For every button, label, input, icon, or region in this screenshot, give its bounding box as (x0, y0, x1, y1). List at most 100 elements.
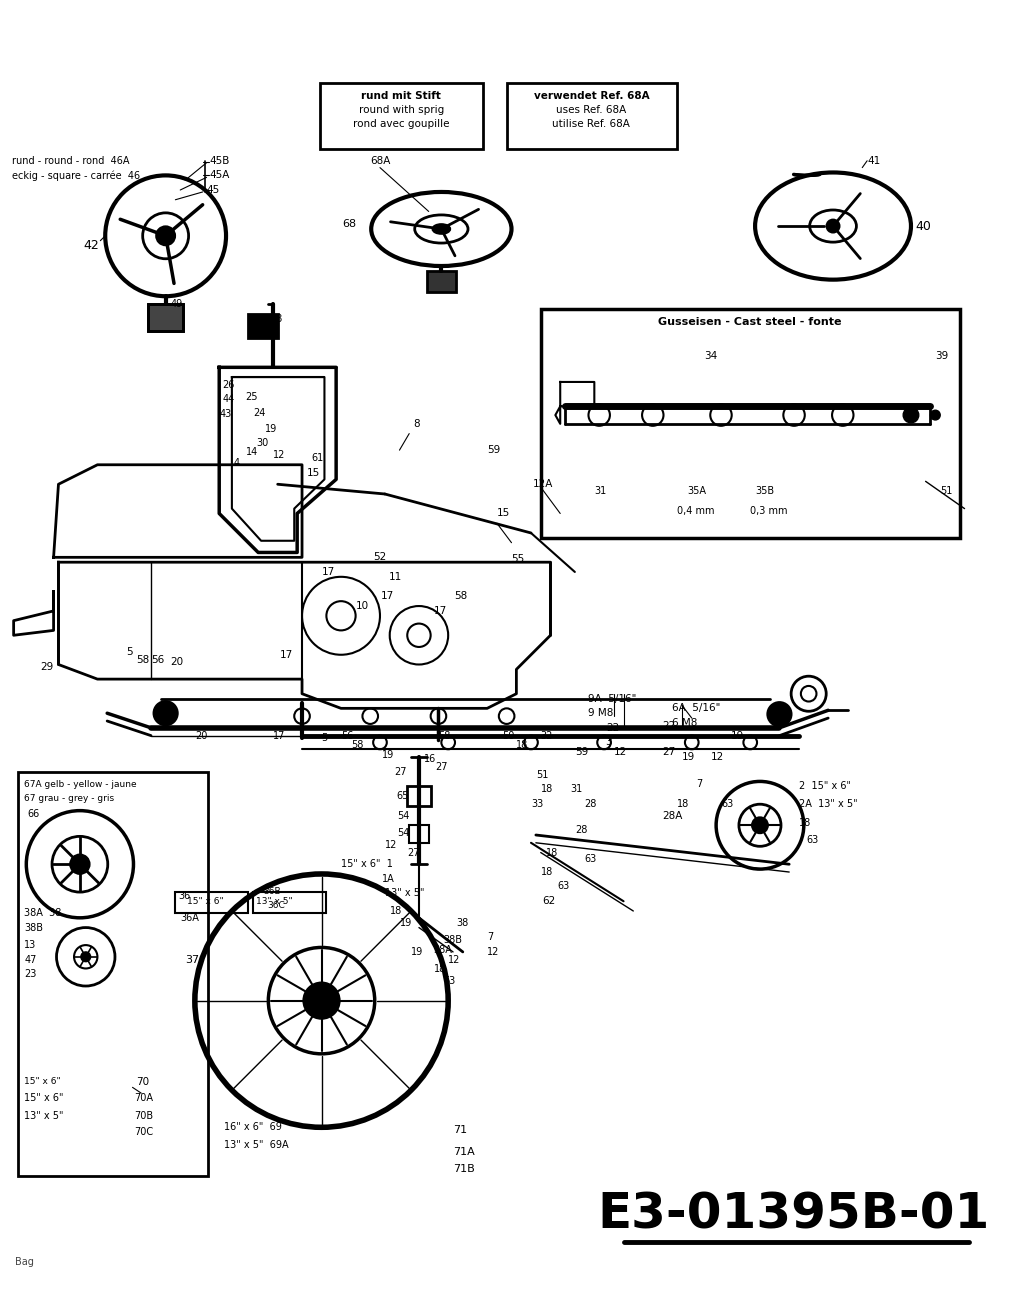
Text: 1A: 1A (382, 874, 394, 884)
Text: 17: 17 (322, 567, 334, 577)
Bar (408, 786, 430, 806)
Text: 48: 48 (270, 314, 283, 324)
Text: 63: 63 (807, 835, 819, 844)
Text: 37: 37 (185, 955, 199, 964)
Text: 18: 18 (541, 784, 553, 794)
Text: 63: 63 (584, 855, 596, 865)
Text: 68: 68 (343, 219, 357, 229)
Text: 71: 71 (453, 1126, 467, 1135)
Text: 12: 12 (272, 451, 285, 460)
Text: 54: 54 (397, 811, 410, 821)
Bar (320, 83, 483, 148)
Text: 23: 23 (25, 970, 37, 980)
Text: 17: 17 (272, 731, 285, 741)
Text: uses Ref. 68A: uses Ref. 68A (556, 105, 626, 115)
Text: 67A gelb - yellow - jaune: 67A gelb - yellow - jaune (25, 780, 137, 789)
Text: 15" x 6": 15" x 6" (25, 1077, 61, 1086)
Text: 0,3 mm: 0,3 mm (750, 506, 787, 515)
Text: 8: 8 (414, 418, 420, 429)
Text: 51: 51 (536, 769, 548, 780)
Text: 15" x 6"  1: 15" x 6" 1 (341, 860, 393, 869)
Text: 38A: 38A (433, 945, 452, 955)
Text: 62: 62 (543, 896, 556, 906)
Text: Gusseisen - Cast steel - fonte: Gusseisen - Cast steel - fonte (658, 316, 842, 327)
Circle shape (303, 982, 340, 1019)
Text: 51: 51 (940, 487, 953, 496)
Text: 36B: 36B (263, 887, 281, 896)
Text: 27: 27 (408, 847, 420, 857)
Text: 7: 7 (487, 932, 493, 942)
Text: Bag: Bag (14, 1256, 33, 1266)
Text: 16" x 6"  69: 16" x 6" 69 (224, 1122, 282, 1132)
Circle shape (154, 701, 178, 726)
Bar (541, 309, 960, 538)
Text: 19: 19 (682, 753, 696, 762)
Text: 15: 15 (496, 509, 510, 519)
Text: 45B: 45B (209, 156, 230, 165)
Text: rund - round - rond  46A: rund - round - rond 46A (11, 156, 129, 165)
Text: 12: 12 (448, 955, 460, 964)
Text: 38A  38: 38A 38 (25, 908, 62, 918)
Text: 13" x 5"  69A: 13" x 5" 69A (224, 1140, 289, 1150)
Text: 43: 43 (219, 409, 231, 420)
Text: 13" x 5": 13" x 5" (385, 888, 424, 899)
Text: 42: 42 (84, 239, 99, 252)
Text: 17: 17 (381, 591, 394, 602)
Text: 38: 38 (456, 918, 469, 928)
Text: 13" x 5": 13" x 5" (25, 1110, 64, 1121)
Text: 22: 22 (663, 720, 676, 731)
Circle shape (70, 855, 90, 874)
Text: 17: 17 (433, 605, 447, 616)
Text: 59: 59 (487, 445, 501, 456)
Text: 12A: 12A (533, 479, 553, 489)
Bar (175, 892, 249, 913)
Text: 55: 55 (512, 554, 524, 564)
Text: 49: 49 (170, 300, 183, 309)
Text: 19: 19 (399, 918, 412, 928)
Text: 13" x 5": 13" x 5" (256, 897, 293, 906)
Text: 35A: 35A (687, 487, 706, 496)
Text: 12: 12 (385, 839, 397, 849)
Text: 27: 27 (436, 762, 448, 772)
Text: E3-01395B-01: E3-01395B-01 (598, 1192, 991, 1239)
Bar (253, 892, 326, 913)
Text: 34: 34 (705, 351, 718, 360)
Text: 14: 14 (246, 447, 258, 457)
Text: 63: 63 (557, 880, 570, 891)
Text: 70A: 70A (134, 1093, 154, 1103)
Text: 28: 28 (584, 799, 596, 809)
Text: 17: 17 (280, 649, 293, 660)
Text: 66: 66 (27, 808, 39, 818)
Text: rond avec goupille: rond avec goupille (353, 119, 450, 129)
Text: 4: 4 (234, 458, 240, 467)
Bar (507, 83, 677, 148)
Text: 68A: 68A (370, 156, 390, 165)
Text: 31: 31 (570, 784, 582, 794)
Text: 19: 19 (382, 750, 394, 760)
Text: 26: 26 (222, 380, 234, 390)
Circle shape (768, 702, 792, 726)
Text: 45A: 45A (209, 170, 230, 181)
Text: 2  15" x 6": 2 15" x 6" (799, 781, 851, 791)
Bar (149, 303, 183, 332)
Text: 27: 27 (394, 767, 407, 777)
Text: 58: 58 (454, 591, 467, 602)
Text: 58: 58 (136, 655, 150, 665)
Text: 40: 40 (915, 219, 932, 232)
Text: 15: 15 (307, 467, 320, 478)
Text: 31: 31 (594, 487, 607, 496)
Text: 29: 29 (40, 662, 54, 673)
Text: 63: 63 (444, 976, 455, 986)
Text: 36: 36 (179, 891, 191, 901)
Text: 38B: 38B (444, 935, 462, 945)
Text: 16: 16 (424, 754, 437, 764)
Text: 36A: 36A (181, 913, 199, 923)
Text: 24: 24 (253, 408, 265, 418)
Ellipse shape (433, 225, 450, 234)
Text: 3: 3 (605, 737, 612, 747)
Text: 44: 44 (222, 395, 234, 404)
Text: 9A  5/16": 9A 5/16" (587, 693, 636, 704)
Text: 56: 56 (341, 731, 353, 741)
Text: 28: 28 (575, 825, 587, 835)
Text: 39: 39 (936, 351, 948, 360)
